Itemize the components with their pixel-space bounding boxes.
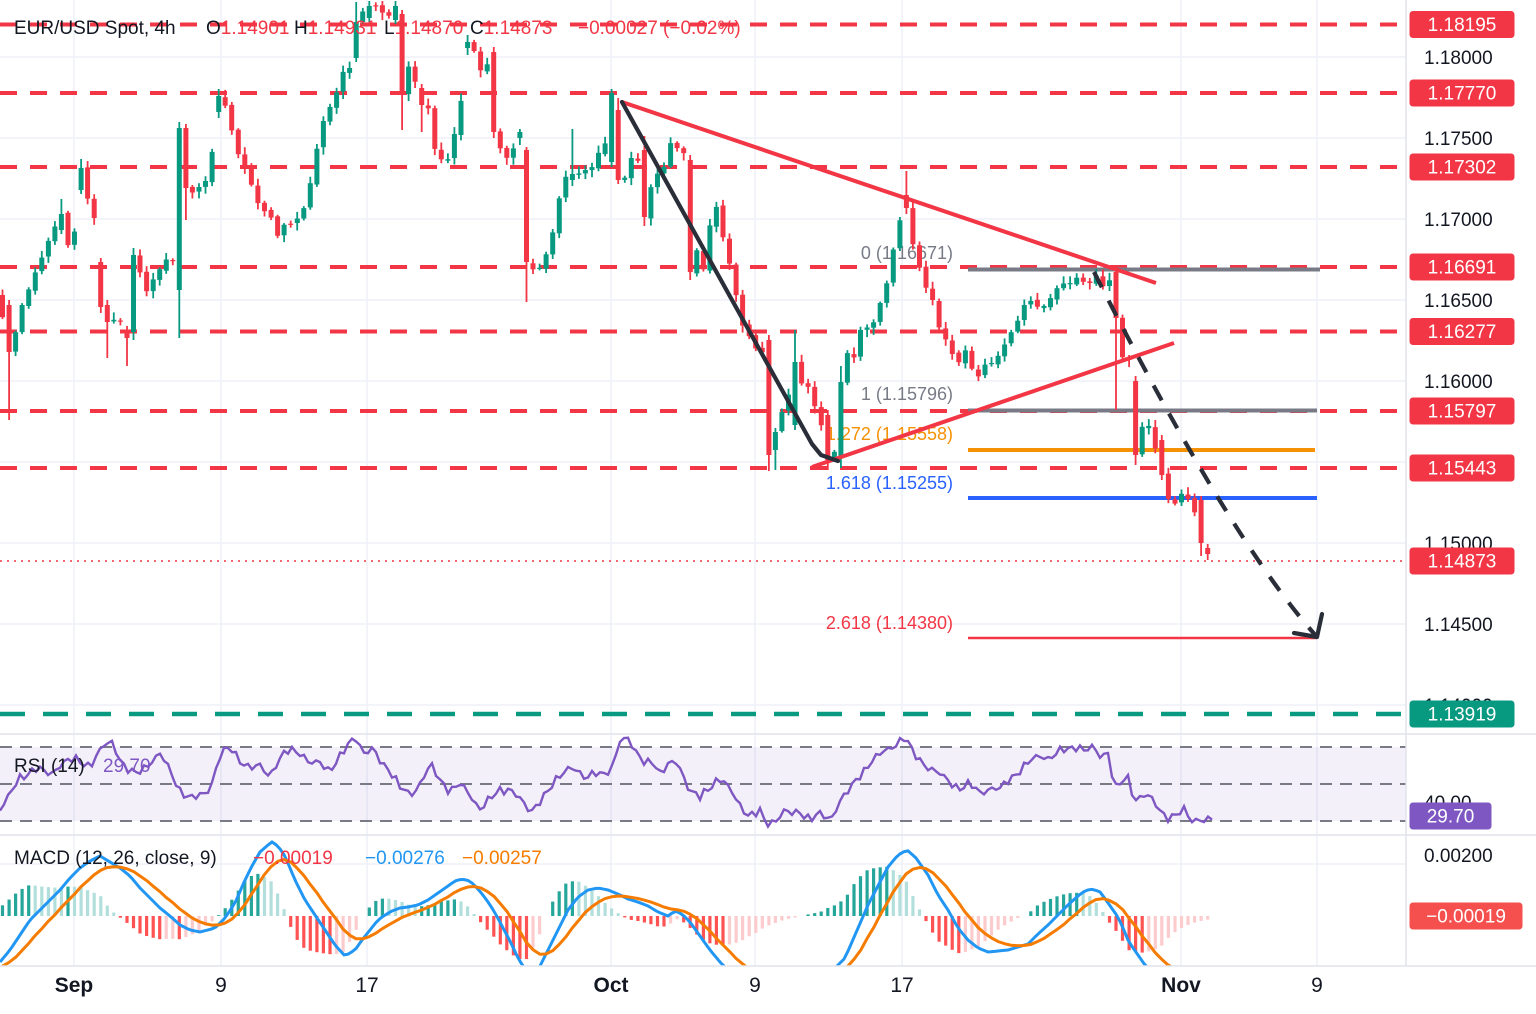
svg-text:1.17500: 1.17500 (1424, 129, 1493, 150)
svg-text:1.16500: 1.16500 (1424, 291, 1493, 312)
svg-text:2.618 (1.14380): 2.618 (1.14380) (826, 613, 953, 633)
svg-text:1.17000: 1.17000 (1424, 210, 1493, 231)
svg-text:17: 17 (890, 974, 913, 997)
svg-text:−0.00257: −0.00257 (462, 848, 542, 869)
svg-text:C1.14873: C1.14873 (470, 18, 552, 39)
svg-text:−0.00019: −0.00019 (1426, 907, 1506, 928)
svg-text:9: 9 (1311, 974, 1323, 997)
svg-text:−0.00019: −0.00019 (253, 848, 333, 869)
svg-text:29.70: 29.70 (103, 756, 151, 777)
svg-text:RSI (14): RSI (14) (14, 756, 85, 777)
svg-text:Nov: Nov (1161, 974, 1201, 997)
svg-text:9: 9 (749, 974, 761, 997)
svg-text:H1.14931: H1.14931 (294, 18, 376, 39)
svg-text:1 (1.15796): 1 (1.15796) (861, 384, 953, 404)
svg-text:1.18000: 1.18000 (1424, 48, 1493, 69)
svg-text:1.618 (1.15255): 1.618 (1.15255) (826, 473, 953, 493)
svg-text:O1.14901: O1.14901 (206, 18, 289, 39)
svg-text:1.16277: 1.16277 (1428, 322, 1497, 343)
svg-text:EUR/USD Spot, 4h: EUR/USD Spot, 4h (14, 18, 176, 39)
svg-text:0 (1.16671): 0 (1.16671) (861, 243, 953, 263)
svg-text:MACD (12, 26, close, 9): MACD (12, 26, close, 9) (14, 848, 217, 869)
svg-text:1.16691: 1.16691 (1428, 258, 1497, 279)
svg-text:1.15443: 1.15443 (1428, 459, 1497, 480)
svg-text:−0.00027 (−0.02%): −0.00027 (−0.02%) (578, 18, 741, 39)
svg-text:1.17770: 1.17770 (1428, 84, 1497, 105)
svg-text:Oct: Oct (593, 974, 628, 997)
svg-text:29.70: 29.70 (1427, 807, 1475, 828)
svg-text:1.18195: 1.18195 (1428, 15, 1497, 36)
svg-text:1.14873: 1.14873 (1428, 552, 1497, 573)
svg-text:Sep: Sep (55, 974, 94, 997)
svg-text:1.14500: 1.14500 (1424, 615, 1493, 636)
svg-text:1.16000: 1.16000 (1424, 372, 1493, 393)
svg-text:L1.14870: L1.14870 (384, 18, 463, 39)
svg-text:1.15797: 1.15797 (1428, 402, 1497, 423)
svg-text:−0.00276: −0.00276 (365, 848, 445, 869)
svg-text:1.13919: 1.13919 (1428, 705, 1497, 726)
svg-text:9: 9 (215, 974, 227, 997)
svg-text:17: 17 (355, 974, 378, 997)
svg-text:1.17302: 1.17302 (1428, 158, 1497, 179)
svg-text:0.00200: 0.00200 (1424, 846, 1493, 867)
